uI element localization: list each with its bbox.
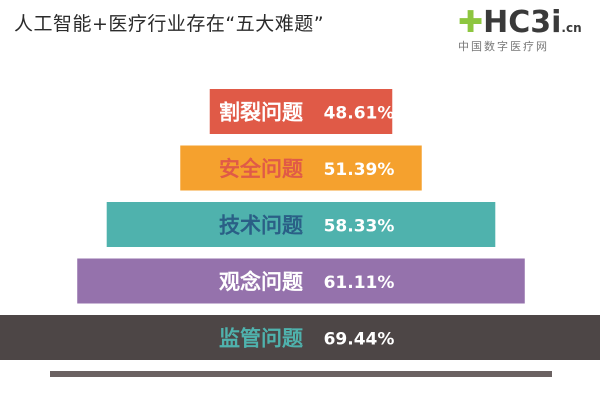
category-label-3: 技术问题 bbox=[219, 214, 304, 238]
value-label-4: 61.11% bbox=[324, 273, 395, 293]
value-label-3: 58.33% bbox=[324, 217, 395, 237]
bar-5 bbox=[0, 315, 600, 360]
hc3i-logo: ✚HC3i.cn 中国数字医疗网 bbox=[458, 6, 586, 54]
category-label-4: 观念问题 bbox=[219, 270, 304, 294]
category-label-1: 割裂问题 bbox=[219, 101, 304, 125]
category-label-5: 监管问题 bbox=[219, 327, 304, 351]
bar-4 bbox=[77, 258, 525, 304]
bar-3 bbox=[106, 202, 496, 247]
logo-mark-text: HC3i bbox=[483, 5, 562, 40]
bar-2 bbox=[180, 145, 422, 191]
baseline-bar bbox=[50, 371, 552, 377]
value-label-5: 69.44% bbox=[324, 330, 395, 350]
logo-domain: .cn bbox=[561, 21, 582, 35]
plus-icon: ✚ bbox=[458, 5, 484, 40]
bar-1 bbox=[209, 89, 393, 134]
value-label-2: 51.39% bbox=[324, 160, 395, 180]
logo-mark: ✚HC3i.cn bbox=[458, 8, 582, 43]
chart-title: 人工智能+医疗行业存在“五大难题” bbox=[14, 13, 325, 35]
value-label-1: 48.61% bbox=[324, 104, 395, 124]
logo-subtitle: 中国数字医疗网 bbox=[458, 40, 549, 53]
category-label-2: 安全问题 bbox=[219, 157, 304, 181]
